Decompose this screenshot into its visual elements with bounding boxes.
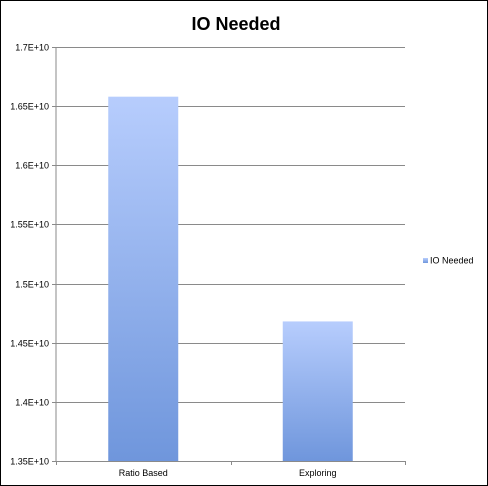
y-tick-label: 1.7E+10 — [15, 43, 49, 53]
x-category-label: Exploring — [299, 468, 337, 478]
legend-swatch — [423, 258, 428, 263]
gridlines — [52, 47, 406, 465]
chart-title: IO Needed — [191, 14, 280, 34]
bar — [282, 321, 353, 461]
y-tick-label: 1.4E+10 — [15, 398, 49, 408]
legend-label: IO Needed — [430, 256, 474, 266]
x-axis-labels: Ratio Based Exploring — [119, 468, 337, 478]
y-tick-label: 1.35E+10 — [10, 457, 49, 467]
y-tick-label: 1.45E+10 — [10, 339, 49, 349]
x-category-label: Ratio Based — [119, 468, 168, 478]
y-tick-label: 1.55E+10 — [10, 220, 49, 230]
y-tick-label: 1.6E+10 — [15, 161, 49, 171]
y-tick-label: 1.5E+10 — [15, 280, 49, 290]
bars — [108, 96, 353, 462]
bar — [108, 96, 179, 462]
y-axis-ticks: 1.35E+10 1.4E+10 1.45E+10 1.5E+10 1.55E+10 1.… — [10, 43, 49, 467]
y-tick-label: 1.65E+10 — [10, 102, 49, 112]
legend: IO Needed — [423, 256, 474, 266]
